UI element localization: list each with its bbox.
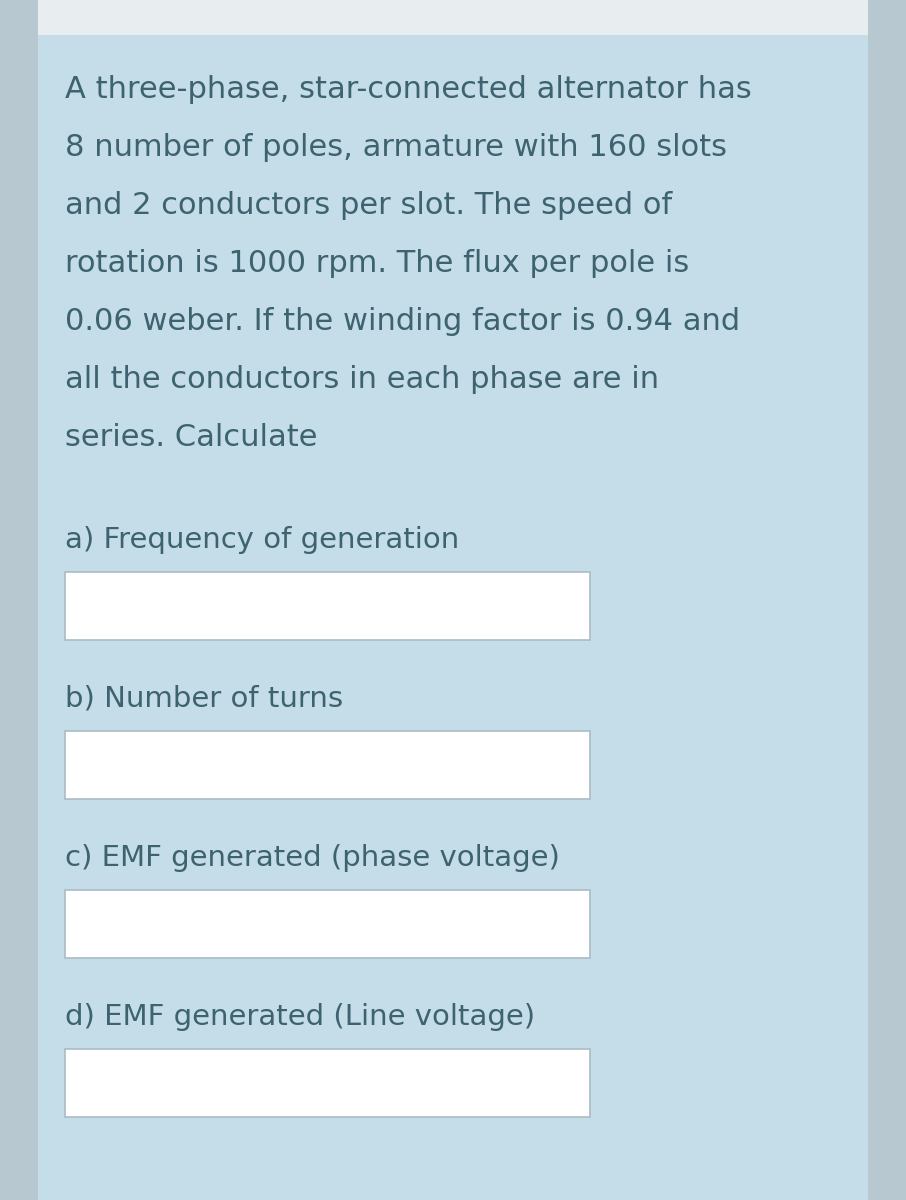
Text: d) EMF generated (Line voltage): d) EMF generated (Line voltage) xyxy=(65,1003,535,1031)
Text: and 2 conductors per slot. The speed of: and 2 conductors per slot. The speed of xyxy=(65,191,672,220)
Text: A three-phase, star-connected alternator has: A three-phase, star-connected alternator… xyxy=(65,74,752,104)
Bar xyxy=(65,890,590,958)
Text: c) EMF generated (phase voltage): c) EMF generated (phase voltage) xyxy=(65,844,560,872)
Text: 8 number of poles, armature with 160 slots: 8 number of poles, armature with 160 slo… xyxy=(65,133,727,162)
Text: a) Frequency of generation: a) Frequency of generation xyxy=(65,526,459,554)
Bar xyxy=(38,0,868,35)
Bar xyxy=(0,0,38,1200)
Bar xyxy=(868,0,906,1200)
Bar xyxy=(65,1049,590,1117)
Text: 0.06 weber. If the winding factor is 0.94 and: 0.06 weber. If the winding factor is 0.9… xyxy=(65,307,740,336)
Bar xyxy=(65,572,590,640)
Text: all the conductors in each phase are in: all the conductors in each phase are in xyxy=(65,365,660,394)
Text: b) Number of turns: b) Number of turns xyxy=(65,685,343,713)
Bar xyxy=(65,731,590,799)
Text: rotation is 1000 rpm. The flux per pole is: rotation is 1000 rpm. The flux per pole … xyxy=(65,248,689,278)
Text: series. Calculate: series. Calculate xyxy=(65,422,317,452)
